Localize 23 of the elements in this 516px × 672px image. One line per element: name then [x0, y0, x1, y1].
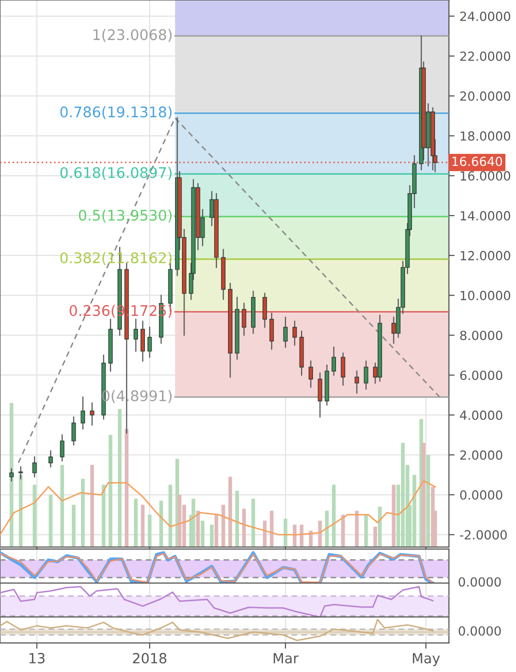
y-tick-label: 22.0000	[460, 52, 510, 61]
ref-line-label: 16.6640	[452, 156, 502, 166]
y-tick-label: 14.0000	[460, 211, 510, 220]
x-tick-label: May	[412, 653, 440, 666]
y-tick-label: 12.0000	[460, 250, 510, 260]
x-tick-label: 2018	[132, 652, 166, 664]
y-tick-label: 8.0000	[460, 330, 502, 340]
y-tick-label: 6.0000	[460, 370, 502, 380]
y-tick-label: -2.0000	[460, 530, 507, 540]
y-tick-label: 0.0000	[460, 490, 502, 500]
ref-line-label: 0.618(16.0897)	[60, 166, 172, 180]
ref-line-label: 0.786(19.1318)	[60, 106, 172, 120]
ref-line-label: 0.5(13.9530)	[78, 209, 172, 222]
y-tick-label: 2.0000	[460, 450, 502, 460]
x-tick-label: 13	[30, 652, 45, 664]
y-tick-label: 4.0000	[460, 410, 502, 420]
y-tick-label: 18.0000	[460, 131, 510, 141]
y-tick-label: 10.0000	[460, 290, 510, 300]
ref-line-label: 1(23.0068)	[93, 28, 172, 42]
y-tick-label: 16.0000	[460, 171, 510, 181]
y-tick-label: 20.0000	[460, 91, 510, 101]
y-tick-label: 24.0000	[460, 12, 510, 22]
x-tick-label: Mar	[274, 653, 299, 664]
